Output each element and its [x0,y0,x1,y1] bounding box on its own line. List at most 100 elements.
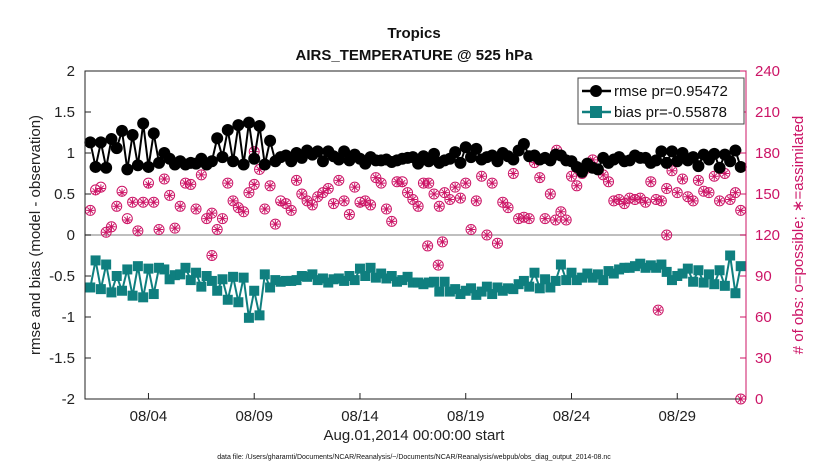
obs-possible-marker [703,187,715,199]
bias-point [677,268,688,279]
obs-assimilated-marker [688,196,698,206]
rmse-point [665,145,678,158]
obs-assimilated-marker [683,192,693,201]
obs-assimilated-marker [144,180,153,189]
rmse-point [227,155,240,168]
obs-assimilated-marker [667,166,677,175]
obs-possible-marker [502,202,514,214]
bias-point [265,282,276,293]
bias-point [614,264,625,275]
legend-rmse-label: rmse pr=0.95472 [614,83,728,100]
obs-assimilated-marker [86,206,95,215]
obs-possible-marker [328,198,340,210]
obs-possible-marker [555,206,567,218]
bias-point [735,261,746,272]
obs-possible-marker [412,200,424,212]
bias-point [111,271,122,281]
bias-point [90,255,101,266]
obs-possible-marker [333,174,345,186]
obs-assimilated-marker [435,202,444,211]
obs-possible-marker [291,174,303,186]
rmse-point [591,163,604,176]
bias-point [138,292,149,303]
obs-assimilated-marker [361,196,370,206]
obs-possible-marker [259,203,271,215]
bias-point [444,286,455,297]
obs-assimilated-marker [175,202,185,211]
obs-assimilated-marker [403,188,412,197]
obs-possible-marker [137,196,149,208]
y-right-tick-label: 210 [755,104,780,121]
bias-point [693,265,704,276]
obs-possible-marker [460,177,472,189]
rmse-point [428,147,441,160]
obs-assimilated-marker [408,195,418,204]
obs-assimilated-marker [725,195,735,204]
rmse-point [655,145,668,158]
bias-point [730,288,741,299]
obs-assimilated-marker [487,178,497,188]
obs-possible-marker [729,187,741,199]
bias-point [154,262,165,273]
obs-possible-marker [206,250,218,261]
y-right-tick-label: 120 [755,227,780,244]
y-left-tick-label: -1 [62,309,75,326]
rmse-point [724,155,737,168]
obs-possible-marker [127,196,139,208]
obs-assimilated-marker [387,217,396,226]
obs-assimilated-marker [366,200,375,210]
obs-possible-marker [465,224,477,236]
obs-possible-marker [365,199,377,211]
x-axis-label: Aug.01,2014 00:00:00 start [324,427,506,444]
bias-point [206,275,217,286]
bias-point [349,275,360,286]
obs-possible-marker [280,198,292,210]
rmse-point [137,117,150,130]
bias-point [275,276,286,287]
obs-assimilated-marker [646,177,656,186]
bias-point [418,279,429,290]
obs-possible-marker [603,176,615,188]
obs-assimilated-marker [302,196,312,206]
bias-point [714,265,725,276]
obs-possible-marker [402,187,414,199]
bias-point [719,280,730,291]
obs-possible-marker [264,180,276,192]
obs-assimilated-marker [657,196,666,206]
bias-point [302,271,313,282]
obs-assimilated-marker [244,188,254,197]
obs-assimilated-marker [128,198,137,207]
bias-point [376,268,387,279]
bias-point [254,310,265,321]
obs-assimilated-marker [530,158,539,167]
bias-point [688,276,699,287]
bias-point [460,285,471,296]
obs-possible-marker [132,225,144,237]
bias-point [143,263,154,274]
obs-possible-marker [158,173,170,185]
rmse-point [105,133,118,146]
y-right-tick-label: 180 [755,145,780,162]
obs-possible-marker [238,206,250,218]
rmse-point [660,156,673,169]
bias-point [429,276,440,287]
bias-point [492,282,503,293]
bias-point [651,262,662,273]
obs-possible-marker [433,200,445,212]
bias-point [656,259,667,270]
obs-assimilated-marker [466,225,476,234]
obs-assimilated-marker [482,230,492,240]
bias-point [540,274,551,285]
obs-assimilated-marker [662,184,671,193]
x-tick-label: 08/29 [658,408,696,425]
bias-point [513,279,524,290]
obs-assimilated-marker [133,226,143,236]
obs-assimilated-marker [382,204,391,214]
bias-point [317,273,328,284]
rmse-point [507,153,520,166]
y-right-tick-label: 0 [755,391,763,408]
y-axis-label-left: rmse and bias (model - observation) [27,115,44,355]
obs-assimilated-marker [207,251,217,260]
obs-assimilated-marker [535,173,544,182]
